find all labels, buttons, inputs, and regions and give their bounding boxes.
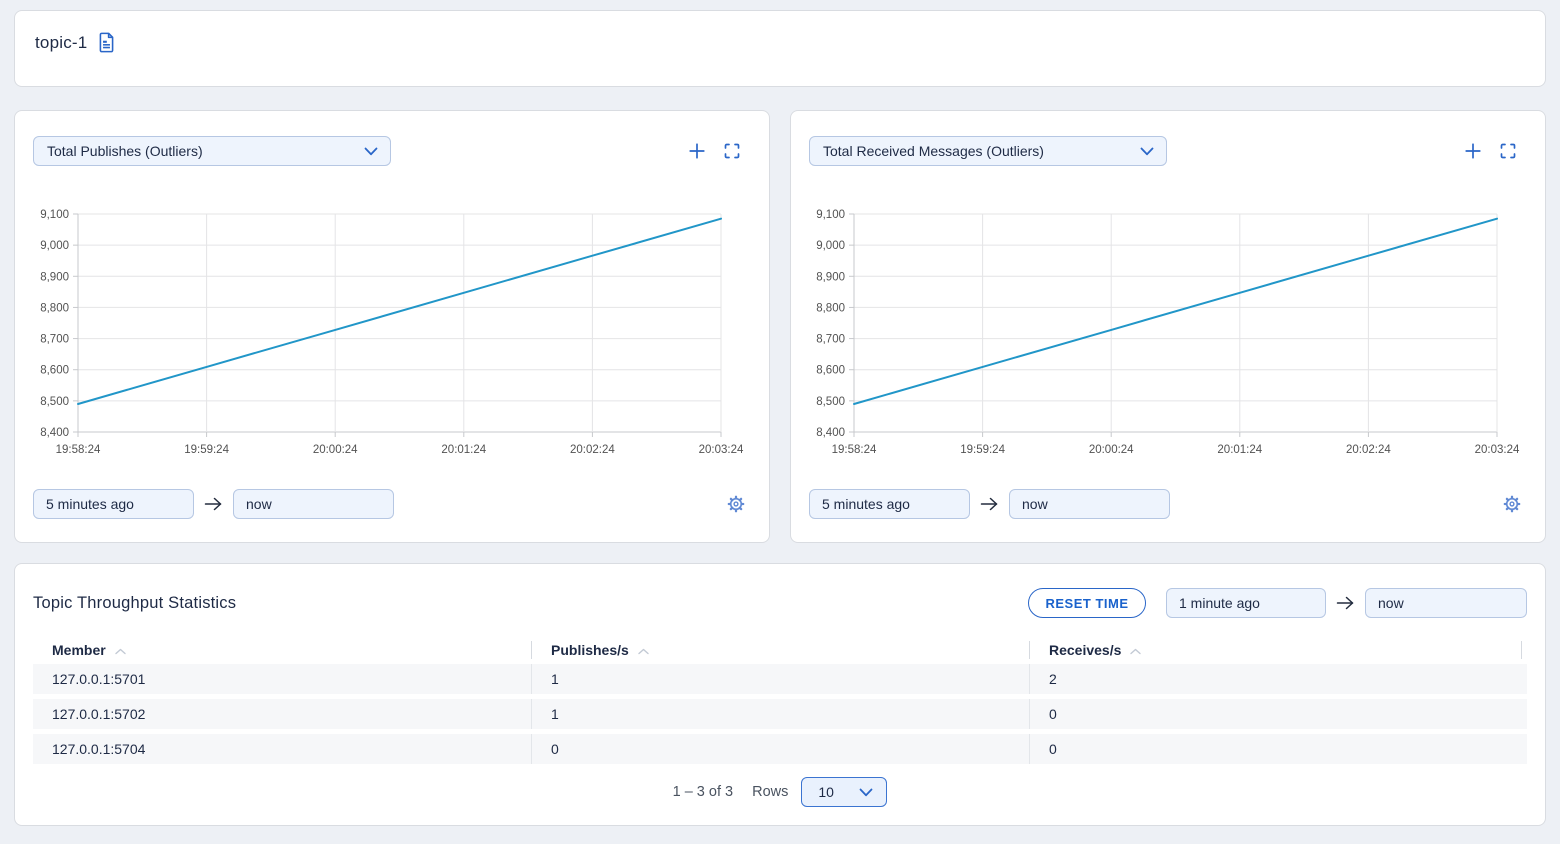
add-chart-icon[interactable] [1464,142,1482,160]
publishes-line-chart: 8,400 8,500 8,600 8,700 8,800 8,900 9,000 9,100… [40,209,744,456]
time-to-input[interactable] [233,489,394,519]
svg-text:20:03:24: 20:03:24 [699,444,744,456]
column-header-receives[interactable]: Receives/s [1029,641,1521,659]
page-range-text: 1 – 3 of 3 [672,784,734,800]
chart-time-controls [33,489,751,519]
rows-per-page-select[interactable]: 10 [801,777,888,807]
throughput-stats-card: Topic Throughput Statistics RESET TIME M… [14,563,1546,826]
svg-text:9,000: 9,000 [40,240,69,252]
header-end-divider [1521,641,1525,659]
gear-icon[interactable] [1503,495,1521,513]
arrow-right-icon [1336,596,1355,610]
svg-text:20:00:24: 20:00:24 [1089,444,1134,456]
svg-text:9,100: 9,100 [40,209,69,221]
table-body: 127.0.0.1:5701 1 2 127.0.0.1:5702 1 0 127.0.0.… [33,664,1527,764]
arrow-right-icon [204,497,223,511]
page-title: topic-1 [35,32,88,52]
column-header-member[interactable]: Member [33,641,531,659]
svg-text:20:00:24: 20:00:24 [313,444,358,456]
sort-asc-icon [114,642,126,658]
table-time-from-input[interactable] [1166,588,1326,618]
chevron-down-icon [364,143,378,159]
chart-header: Total Received Messages (Outliers) [809,136,1527,166]
received-line-chart: 8,400 8,500 8,600 8,700 8,800 8,900 9,000 9,100… [816,209,1520,456]
svg-text:19:59:24: 19:59:24 [184,444,229,456]
svg-text:8,900: 8,900 [40,271,69,283]
table-cell: 127.0.0.1:5704 [52,741,146,757]
table-row[interactable]: 127.0.0.1:5701 1 2 [33,664,1527,694]
chart-time-controls [809,489,1527,519]
svg-text:8,900: 8,900 [816,271,845,283]
table-cell: 0 [1029,734,1525,764]
rows-per-page-label: Rows [752,784,789,800]
pagination: 1 – 3 of 3 Rows 10 [33,777,1527,807]
fullscreen-icon[interactable] [723,142,741,160]
document-icon[interactable] [98,32,115,53]
metric-select[interactable]: Total Received Messages (Outliers) [809,136,1167,166]
table-cell: 2 [1029,664,1525,694]
svg-text:8,500: 8,500 [816,396,845,408]
time-from-input[interactable] [33,489,194,519]
publishes-chart-card: Total Publishes (Outliers) 8,400 8,500 8,6… [14,110,770,543]
table-header-row: Member Publishes/s Receives/s [33,636,1527,664]
svg-text:8,600: 8,600 [40,365,69,377]
column-header-publishes[interactable]: Publishes/s [531,641,1029,659]
svg-text:8,400: 8,400 [816,427,845,439]
gear-icon[interactable] [727,495,745,513]
metric-select-label: Total Received Messages (Outliers) [823,143,1044,159]
sort-asc-icon [1130,642,1142,658]
svg-text:9,100: 9,100 [816,209,845,221]
fullscreen-icon[interactable] [1499,142,1517,160]
reset-time-button[interactable]: RESET TIME [1028,588,1146,618]
svg-text:20:02:24: 20:02:24 [1346,444,1391,456]
table-cell: 0 [1029,699,1525,729]
svg-text:8,700: 8,700 [40,334,69,346]
svg-text:19:59:24: 19:59:24 [960,444,1005,456]
svg-text:19:58:24: 19:58:24 [832,444,877,456]
svg-text:20:02:24: 20:02:24 [570,444,615,456]
received-chart-card: Total Received Messages (Outliers) 8,400… [790,110,1546,543]
sort-asc-icon [638,642,649,658]
table-row[interactable]: 127.0.0.1:5702 1 0 [33,699,1527,729]
topic-header-card: topic-1 [14,10,1546,87]
metric-select[interactable]: Total Publishes (Outliers) [33,136,391,166]
table-time-to-input[interactable] [1365,588,1527,618]
time-to-input[interactable] [1009,489,1170,519]
metric-select-label: Total Publishes (Outliers) [47,143,203,159]
svg-text:9,000: 9,000 [816,240,845,252]
table-cell: 1 [531,699,1029,729]
svg-text:8,400: 8,400 [40,427,69,439]
add-chart-icon[interactable] [688,142,706,160]
table-title: Topic Throughput Statistics [33,593,237,612]
svg-text:8,700: 8,700 [816,334,845,346]
table-row[interactable]: 127.0.0.1:5704 0 0 [33,734,1527,764]
table-cell: 1 [531,664,1029,694]
time-from-input[interactable] [809,489,970,519]
chevron-down-icon [859,784,873,800]
table-cell: 127.0.0.1:5702 [52,706,146,722]
svg-text:8,800: 8,800 [40,302,69,314]
rows-per-page-value: 10 [818,784,834,800]
arrow-right-icon [980,497,999,511]
svg-text:8,600: 8,600 [816,365,845,377]
table-cell: 0 [531,734,1029,764]
chevron-down-icon [1140,143,1154,159]
table-time-controls: RESET TIME [1028,588,1527,618]
svg-text:20:01:24: 20:01:24 [1217,444,1262,456]
svg-text:20:01:24: 20:01:24 [441,444,486,456]
svg-text:8,500: 8,500 [40,396,69,408]
svg-text:8,800: 8,800 [816,302,845,314]
svg-text:20:03:24: 20:03:24 [1475,444,1520,456]
chart-header: Total Publishes (Outliers) [33,136,751,166]
table-cell: 127.0.0.1:5701 [52,671,146,687]
svg-text:19:58:24: 19:58:24 [56,444,101,456]
